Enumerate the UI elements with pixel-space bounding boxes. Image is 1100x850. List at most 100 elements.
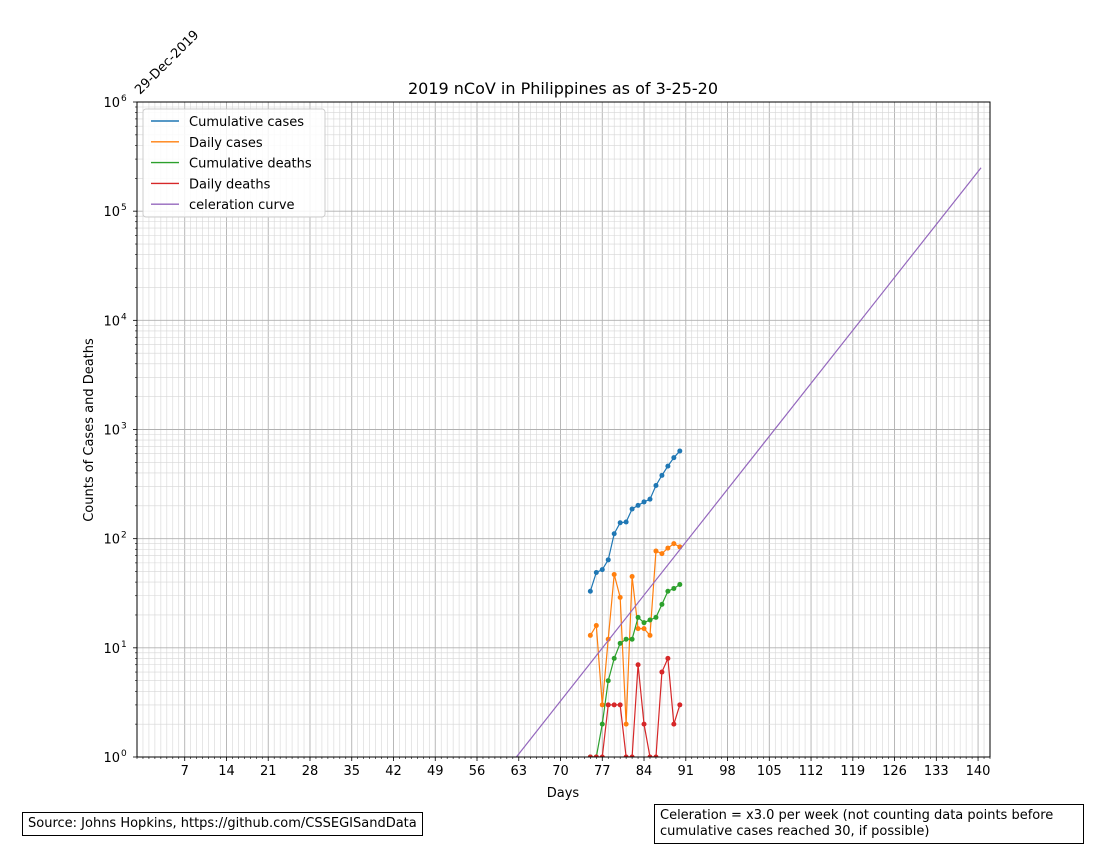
x-tick-label: 14 [218, 764, 235, 779]
data-point [641, 620, 647, 626]
x-tick-label: 49 [427, 764, 444, 779]
x-tick-label: 70 [552, 764, 569, 779]
data-point [635, 626, 641, 632]
y-tick-label: 10 [103, 533, 120, 548]
data-point [677, 702, 683, 708]
data-point [605, 678, 611, 684]
x-tick-label: 105 [757, 764, 782, 779]
start-date-label: 29-Dec-2019 [132, 28, 202, 98]
celeration-text-line-1: Celeration = x3.0 per week (not counting… [660, 808, 1054, 823]
y-axis-label: Counts of Cases and Deaths [82, 338, 97, 522]
series-cumulative-deaths [587, 582, 683, 757]
legend-label: Daily cases [189, 136, 263, 151]
legend-label: Cumulative cases [189, 115, 304, 130]
series-daily-deaths [587, 655, 683, 757]
data-point [593, 754, 599, 757]
series-line [589, 542, 681, 725]
data-point [647, 496, 653, 502]
data-point [599, 721, 605, 727]
source-text: Source: Johns Hopkins, https://github.co… [28, 816, 417, 831]
data-point [623, 519, 629, 525]
x-tick-label: 98 [719, 764, 736, 779]
data-point [665, 545, 671, 551]
x-tick-label: 119 [840, 764, 865, 779]
data-point [599, 567, 605, 573]
data-point [671, 585, 677, 591]
y-tick-exponent: 5 [121, 203, 127, 213]
x-tick-label: 7 [181, 764, 189, 779]
data-point [623, 636, 629, 642]
x-tick-label: 28 [302, 764, 319, 779]
series-line [590, 658, 681, 757]
celeration-box: Celeration = x3.0 per week (not counting… [654, 804, 1084, 844]
data-point [653, 482, 659, 488]
y-tick-exponent: 6 [121, 94, 127, 104]
data-point [665, 588, 671, 594]
y-tick-label: 10 [103, 424, 120, 439]
data-point [611, 655, 617, 661]
data-point [617, 520, 623, 526]
data-point [629, 754, 635, 757]
data-point [587, 588, 593, 594]
data-point [623, 721, 629, 727]
data-point [623, 754, 629, 757]
series-line [589, 450, 681, 592]
y-tick-label: 10 [103, 96, 120, 111]
data-point [671, 721, 677, 727]
plot-series [515, 167, 982, 757]
data-point [659, 601, 665, 607]
data-point [677, 448, 683, 454]
x-tick-label: 84 [636, 764, 653, 779]
data-point [659, 669, 665, 675]
data-point [653, 754, 659, 757]
data-point [617, 702, 623, 708]
data-point [677, 582, 683, 588]
x-tick-label: 21 [260, 764, 277, 779]
data-point [635, 614, 641, 620]
data-point [629, 636, 635, 642]
x-tick-label: 56 [469, 764, 486, 779]
data-point [665, 655, 671, 661]
y-tick-label: 10 [103, 642, 120, 657]
axis-ticks: 7 14 21 28 35 42 49 56 63 70 77 84 91 98 105 112 119 126 1… [103, 94, 990, 779]
data-point [641, 721, 647, 727]
series-line [590, 584, 681, 757]
x-tick-label: 77 [594, 764, 611, 779]
legend-label: celeration curve [189, 198, 295, 213]
x-axis-label: Days [547, 786, 580, 801]
y-tick-exponent: 1 [121, 640, 127, 650]
data-point [605, 557, 611, 563]
x-tick-label: 91 [678, 764, 695, 779]
legend: Cumulative cases Daily cases Cumulative de… [142, 108, 326, 218]
data-point [659, 472, 665, 478]
data-point [671, 541, 677, 547]
data-point [653, 614, 659, 620]
y-tick-label: 10 [103, 751, 120, 766]
data-point [611, 702, 617, 708]
legend-box [142, 108, 326, 218]
data-point [641, 626, 647, 632]
series-line [515, 167, 982, 757]
y-tick-exponent: 3 [121, 422, 127, 432]
data-point [611, 531, 617, 537]
data-point [605, 702, 611, 708]
data-point [647, 617, 653, 623]
data-point [587, 632, 593, 638]
chart-title: 2019 nCoV in Philippines as of 3-25-20 [408, 79, 718, 98]
data-point [605, 636, 611, 642]
legend-label: Daily deaths [189, 177, 271, 192]
x-tick-label: 140 [966, 764, 991, 779]
data-point [653, 548, 659, 554]
data-point [611, 571, 617, 577]
data-point [593, 569, 599, 575]
data-point [647, 632, 653, 638]
data-point [641, 499, 647, 505]
data-point [665, 463, 671, 469]
data-point [587, 754, 593, 757]
celeration-text-line-2: cumulative cases reached 30, if possible… [660, 824, 930, 839]
x-tick-label: 63 [510, 764, 527, 779]
x-tick-label: 126 [882, 764, 907, 779]
x-tick-label: 42 [385, 764, 402, 779]
y-tick-exponent: 4 [121, 312, 127, 322]
